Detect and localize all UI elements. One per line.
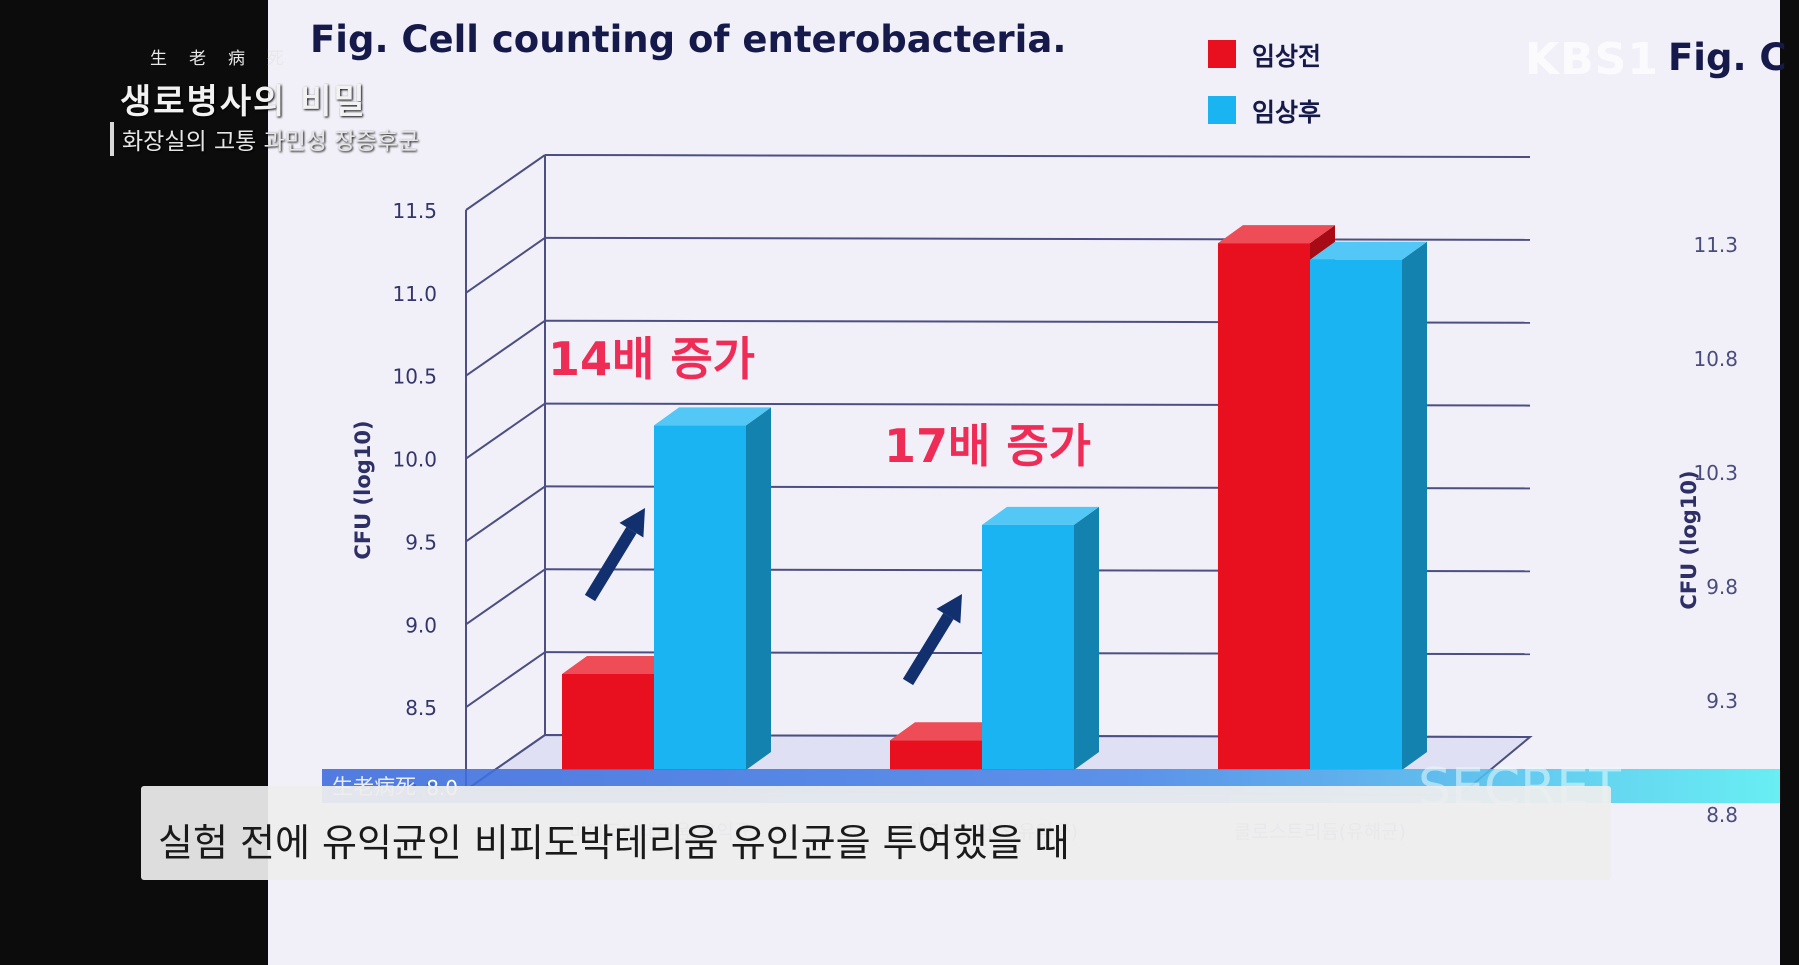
bar-front bbox=[1310, 259, 1402, 770]
gridline-depth bbox=[465, 319, 546, 377]
legend-label: 임상후 bbox=[1252, 98, 1321, 127]
bar-top bbox=[654, 407, 771, 426]
bar-front bbox=[890, 740, 982, 770]
y-tick-label: 11.5 bbox=[392, 199, 437, 223]
right-y-tick-label: 10.3 bbox=[1693, 461, 1738, 485]
y-tick-label: 10.0 bbox=[392, 448, 437, 472]
subtitle-text: 실험 전에 유익균인 비피도박테리움 유인균을 투여했을 때 bbox=[158, 821, 1070, 865]
right-y-tick-label: 8.8 bbox=[1706, 803, 1738, 827]
y-tick-label: 10.5 bbox=[392, 365, 437, 389]
bar-front bbox=[982, 524, 1074, 770]
bar-front bbox=[562, 674, 654, 770]
legend-swatch bbox=[1208, 96, 1236, 124]
bar-top bbox=[1218, 225, 1335, 244]
arrow-shaft bbox=[584, 527, 637, 602]
arrow-head bbox=[936, 594, 962, 624]
right-y-tick-label: 10.8 bbox=[1693, 347, 1738, 371]
gridline-depth bbox=[465, 651, 546, 708]
increase-arrow bbox=[584, 508, 645, 602]
gridline bbox=[544, 236, 1531, 241]
arrow-shaft bbox=[902, 613, 954, 686]
episode-title: 화장실의 고통 과민성 장증후군 bbox=[110, 122, 419, 156]
arrow-head bbox=[619, 508, 645, 538]
bar-front bbox=[1218, 243, 1310, 771]
bar-top bbox=[982, 506, 1099, 525]
bar-top bbox=[890, 722, 1007, 741]
legend-label: 임상전 bbox=[1252, 42, 1321, 71]
y-axis-title: CFU (log10) bbox=[351, 420, 375, 559]
bar-top bbox=[562, 656, 679, 674]
gridline-depth bbox=[465, 568, 546, 626]
right-y-axis-title: CFU (log10) bbox=[1677, 470, 1701, 609]
gridline-depth bbox=[465, 402, 546, 460]
chart-title: Fig. Cell counting of enterobacteria. bbox=[310, 18, 1066, 61]
annotation-17x: 17배 증가 bbox=[884, 419, 1091, 473]
channel-logo: KBS1 bbox=[1525, 34, 1659, 85]
gridline-depth bbox=[465, 485, 546, 543]
bar-side bbox=[1074, 506, 1099, 770]
right-y-tick-label: 9.8 bbox=[1706, 575, 1738, 599]
y-tick-label: 9.5 bbox=[405, 530, 437, 554]
right-y-tick-label: 9.3 bbox=[1706, 689, 1738, 713]
bar-front bbox=[654, 425, 746, 770]
right-y-tick-label: 11.3 bbox=[1693, 233, 1738, 257]
bar-after bbox=[982, 506, 1099, 770]
subtitle-box bbox=[141, 786, 1611, 880]
right-dark-margin bbox=[1780, 0, 1799, 965]
bar-top bbox=[1310, 241, 1427, 260]
show-hanja-logo: 生老病死 bbox=[150, 49, 306, 69]
y-tick-label: 8.5 bbox=[405, 696, 437, 720]
bar-side bbox=[746, 407, 771, 770]
bar-side bbox=[1402, 241, 1427, 770]
y-tick-label: 11.0 bbox=[392, 282, 437, 306]
gridline-depth bbox=[465, 154, 546, 211]
gridline-depth bbox=[465, 237, 546, 294]
legend-swatch bbox=[1208, 40, 1236, 68]
chart-title-fragment: Fig. C bbox=[1668, 36, 1787, 79]
gridline bbox=[544, 154, 1531, 158]
y-tick-label: 9.0 bbox=[405, 613, 437, 637]
bar-after bbox=[1310, 241, 1427, 770]
annotation-14x: 14배 증가 bbox=[548, 332, 755, 386]
bar-after bbox=[654, 407, 771, 770]
increase-arrow bbox=[902, 594, 962, 686]
show-title-logo: 생로병사의 비밀 bbox=[120, 82, 367, 122]
